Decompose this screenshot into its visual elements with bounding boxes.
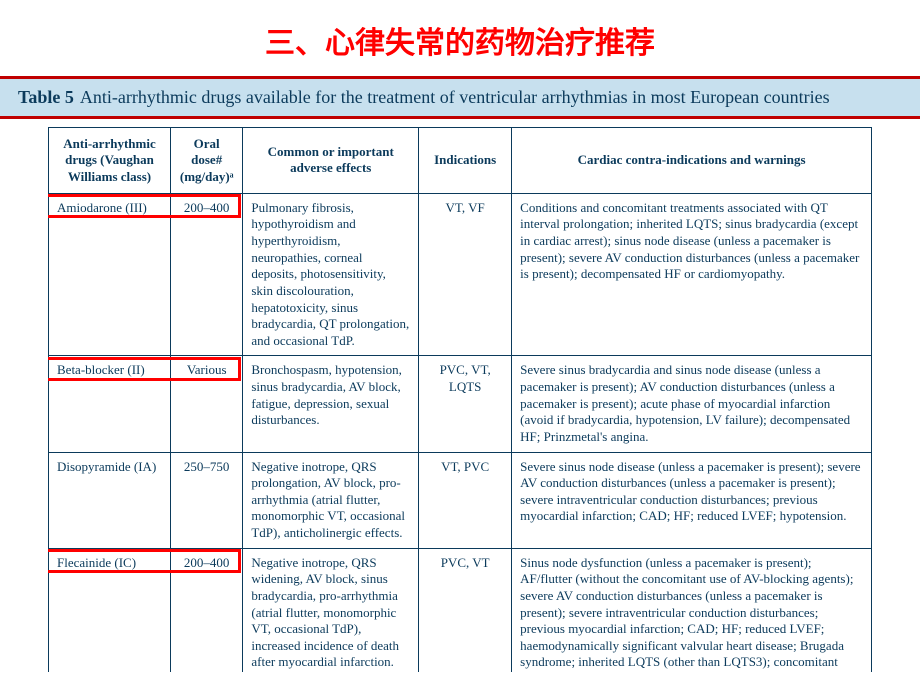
cell-adverse: Negative inotrope, QRS prolongation, AV … [243, 452, 419, 548]
cell-adverse: Bronchospasm, hypotension, sinus bradyca… [243, 356, 419, 452]
cell-contra: Sinus node dysfunction (unless a pacemak… [512, 548, 872, 672]
drug-table: Anti-arrhythmic drugs (Vaughan Williams … [48, 127, 872, 672]
cell-adverse: Negative inotrope, QRS widening, AV bloc… [243, 548, 419, 672]
table-label: Table 5 [18, 87, 74, 108]
cell-indications: PVC, VT, LQTS [419, 356, 512, 452]
cell-indications: VT, VF [419, 193, 512, 356]
col-drug: Anti-arrhythmic drugs (Vaughan Williams … [49, 128, 171, 194]
col-indications: Indications [419, 128, 512, 194]
table-container: Anti-arrhythmic drugs (Vaughan Williams … [48, 127, 872, 672]
table-row: Disopyramide (IA) 250–750 Negative inotr… [49, 452, 872, 548]
col-adverse: Common or important adverse effects [243, 128, 419, 194]
banner-divider [0, 116, 920, 119]
cell-contra: Severe sinus bradycardia and sinus node … [512, 356, 872, 452]
page-title: 三、心律失常的药物治疗推荐 [0, 18, 920, 62]
table-row: Amiodarone (III) 200–400 Pulmonary fibro… [49, 193, 872, 356]
table-row: Beta-blocker (II) Various Bronchospasm, … [49, 356, 872, 452]
col-dose: Oral dose# (mg/day)ᵃ [171, 128, 243, 194]
cell-dose: 200–400 [171, 548, 243, 672]
cell-contra: Severe sinus node disease (unless a pace… [512, 452, 872, 548]
table-header-row: Anti-arrhythmic drugs (Vaughan Williams … [49, 128, 872, 194]
table-row: Flecainide (IC) 200–400 Negative inotrop… [49, 548, 872, 672]
cell-drug: Flecainide (IC) [49, 548, 171, 672]
cell-dose: 200–400 [171, 193, 243, 356]
cell-dose: 250–750 [171, 452, 243, 548]
cell-indications: PVC, VT [419, 548, 512, 672]
page-root: { "heading_zh": "三、心律失常的药物治疗推荐", "headin… [0, 18, 920, 690]
table-title: Anti-arrhythmic drugs available for the … [80, 87, 830, 108]
cell-drug: Disopyramide (IA) [49, 452, 171, 548]
table-banner: Table 5 Anti-arrhythmic drugs available … [0, 76, 920, 116]
cell-drug: Beta-blocker (II) [49, 356, 171, 452]
cell-indications: VT, PVC [419, 452, 512, 548]
col-contra: Cardiac contra-indications and warnings [512, 128, 872, 194]
table-body: Amiodarone (III) 200–400 Pulmonary fibro… [49, 193, 872, 672]
cell-dose: Various [171, 356, 243, 452]
cell-adverse: Pulmonary fibrosis, hypothyroidism and h… [243, 193, 419, 356]
cell-drug: Amiodarone (III) [49, 193, 171, 356]
cell-contra: Conditions and concomitant treatments as… [512, 193, 872, 356]
